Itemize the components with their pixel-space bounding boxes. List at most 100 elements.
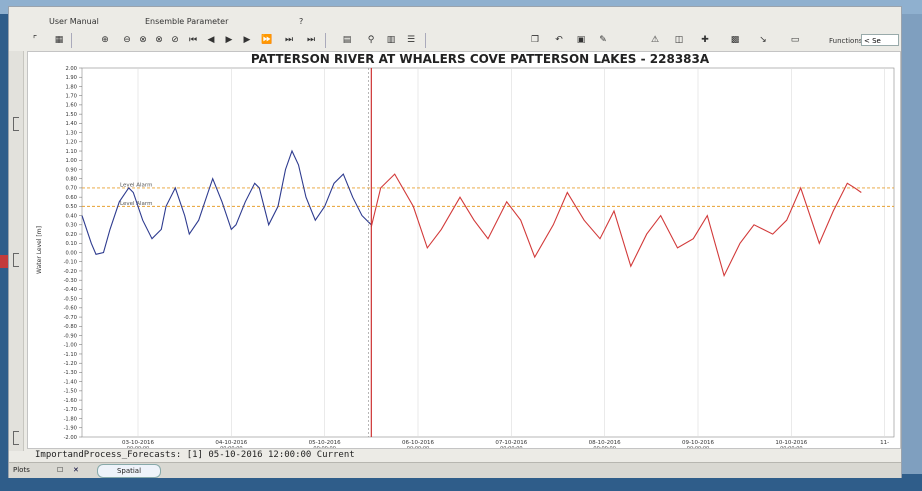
y-tick-label: 1.80 <box>65 84 77 90</box>
y-tick-label: 1.20 <box>65 140 77 146</box>
y-tick-label: 1.00 <box>65 158 77 164</box>
level-alarm-label: Level Alarm <box>120 182 152 188</box>
y-tick-label: -1.90 <box>64 426 77 432</box>
y-tick-label: -1.50 <box>64 389 77 395</box>
y-tick-label: 0.20 <box>65 232 77 238</box>
filter-icon[interactable]: ⚲ <box>367 35 375 45</box>
y-axis-label: Water Level [m] <box>36 226 43 274</box>
x-tick-label: 09-10-2016 <box>682 440 714 446</box>
y-tick-label: -0.90 <box>64 333 77 339</box>
chart-title: PATTERSON RIVER AT WHALERS COVE PATTERSO… <box>251 52 710 66</box>
x-tick-label: 04-10-2016 <box>215 440 247 446</box>
y-tick-label: -1.80 <box>64 416 77 422</box>
x-tick-label: 11- <box>880 440 889 446</box>
y-tick-label: -0.60 <box>64 306 77 312</box>
y-tick-label: -0.80 <box>64 324 77 330</box>
panel-collapse-icon[interactable] <box>13 117 19 131</box>
add-series-icon[interactable]: ✚ <box>701 35 709 45</box>
toolbar: ⌜ ▦ ⊕ ⊖ ⊗ ⊗ ⊘ ⏮ ◀ ▶ ▶ ⏩ ⏭ ⏭ ▤ ⚲ ▥ ☰ ❐ ↶ … <box>9 31 901 51</box>
x-tick-sublabel: 00:00:00 <box>127 446 149 448</box>
y-tick-label: -1.30 <box>64 370 77 376</box>
y-tick-label: 1.10 <box>65 149 77 155</box>
layers-icon[interactable]: ▥ <box>386 35 396 45</box>
save-icon[interactable]: ▣ <box>576 35 586 45</box>
y-tick-label: 0.70 <box>65 186 77 192</box>
copy-icon[interactable]: ❐ <box>530 35 540 45</box>
y-tick-label: 0.80 <box>65 177 77 183</box>
fast-forward-icon[interactable]: ⏩ <box>261 35 273 45</box>
undo-icon[interactable]: ↶ <box>555 35 563 45</box>
tab-plots[interactable]: Plots <box>13 464 30 476</box>
tab-spatial[interactable]: Spatial <box>97 464 161 478</box>
y-tick-label: 1.90 <box>65 75 77 81</box>
functions-label: Functions <box>829 37 863 45</box>
transform-icon[interactable]: ↘ <box>759 35 767 45</box>
toolbar-separator <box>325 33 326 48</box>
x-tick-sublabel: 00:00:00 <box>407 446 429 448</box>
y-tick-label: 1.40 <box>65 121 77 127</box>
table-icon[interactable]: ▤ <box>342 35 352 45</box>
zoom-x-icon[interactable]: ⊗ <box>139 35 147 45</box>
warning-icon[interactable]: ⚠ <box>650 35 660 45</box>
plot-panel[interactable]: Level Alarm Level Alarm -2.00 -1.90 -1.80 -1… <box>27 51 901 452</box>
menu-help[interactable]: ? <box>299 17 304 26</box>
y-tick-label: -0.10 <box>64 260 77 266</box>
zoom-reset-icon[interactable]: ⊘ <box>171 35 179 45</box>
y-tick-label: -0.30 <box>64 278 77 284</box>
next-step-icon[interactable]: ▶ <box>243 35 251 45</box>
y-tick-label: 0.10 <box>65 241 77 247</box>
y-tick-label: -2.00 <box>64 435 77 441</box>
left-panel-strip <box>9 51 24 451</box>
y-tick-label: 1.60 <box>65 103 77 109</box>
water-level-chart[interactable]: Level Alarm Level Alarm -2.00 -1.90 -1.80 -1… <box>28 52 900 452</box>
menu-ensemble-parameter[interactable]: Ensemble Parameter <box>145 17 229 26</box>
zoom-y-icon[interactable]: ⊗ <box>155 35 163 45</box>
toolbar-separator <box>71 33 72 48</box>
x-tick-sublabel: 00:00:00 <box>313 446 335 448</box>
x-tick-label: 06-10-2016 <box>402 440 434 446</box>
export-icon[interactable]: ▭ <box>790 35 800 45</box>
grid-icon[interactable]: ▦ <box>54 35 64 45</box>
y-tick-label: 0.00 <box>65 250 77 256</box>
play-icon[interactable]: ▶ <box>225 35 233 45</box>
functions-select[interactable]: < Se <box>861 34 899 46</box>
statistics-icon[interactable]: ▩ <box>730 35 740 45</box>
level-alarm-label: Level Alarm <box>120 201 152 207</box>
tab-label: Plots <box>13 466 30 474</box>
zoom-out-icon[interactable]: ⊖ <box>123 35 131 45</box>
panel-collapse-icon[interactable] <box>13 253 19 267</box>
x-tick-sublabel: 00:00:00 <box>780 446 802 448</box>
y-tick-label: -0.20 <box>64 269 77 275</box>
maximize-icon[interactable]: ☐ <box>57 466 64 474</box>
x-tick-sublabel: 00:00:00 <box>593 446 615 448</box>
last-step-icon[interactable]: ⏭ <box>284 35 294 45</box>
x-tick-label: 05-10-2016 <box>309 440 341 446</box>
y-tick-label: 0.50 <box>65 204 77 210</box>
x-tick-sublabel: 00:00:00 <box>220 446 242 448</box>
y-tick-label: 1.70 <box>65 93 77 99</box>
y-tick-label: 0.60 <box>65 195 77 201</box>
menu-user-manual[interactable]: User Manual <box>49 17 99 26</box>
y-tick-label: -0.50 <box>64 296 77 302</box>
forecast-series-line <box>370 173 862 278</box>
edit-icon[interactable]: ✎ <box>599 35 607 45</box>
x-tick-label: 03-10-2016 <box>122 440 154 446</box>
zoom-in-icon[interactable]: ⊕ <box>101 35 109 45</box>
previous-step-icon[interactable]: ◀ <box>207 35 215 45</box>
list-icon[interactable]: ☰ <box>406 35 416 45</box>
y-tick-label: -1.60 <box>64 398 77 404</box>
x-tick-sublabel: 00:00:00 <box>687 446 709 448</box>
close-icon[interactable]: ✕ <box>73 466 79 474</box>
pointer-icon[interactable]: ⌜ <box>32 35 38 45</box>
menu-bar: User Manual Ensemble Parameter ? <box>9 13 901 31</box>
end-icon[interactable]: ⏭ <box>306 35 316 45</box>
chart-icon[interactable]: ◫ <box>674 35 684 45</box>
y-tick-label: 1.50 <box>65 112 77 118</box>
toolbar-separator <box>425 33 426 48</box>
y-tick-label: 0.90 <box>65 167 77 173</box>
y-tick-label: -1.00 <box>64 343 77 349</box>
y-tick-label: -1.70 <box>64 407 77 413</box>
first-step-icon[interactable]: ⏮ <box>188 35 198 45</box>
panel-collapse-icon[interactable] <box>13 431 19 445</box>
y-tick-label: -0.40 <box>64 287 77 293</box>
